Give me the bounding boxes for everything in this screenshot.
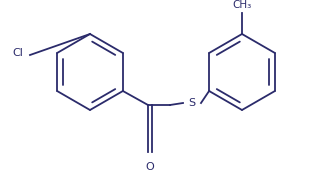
Text: S: S: [189, 98, 195, 108]
Text: CH₃: CH₃: [232, 0, 252, 10]
Text: O: O: [146, 162, 154, 171]
Text: Cl: Cl: [12, 48, 23, 58]
